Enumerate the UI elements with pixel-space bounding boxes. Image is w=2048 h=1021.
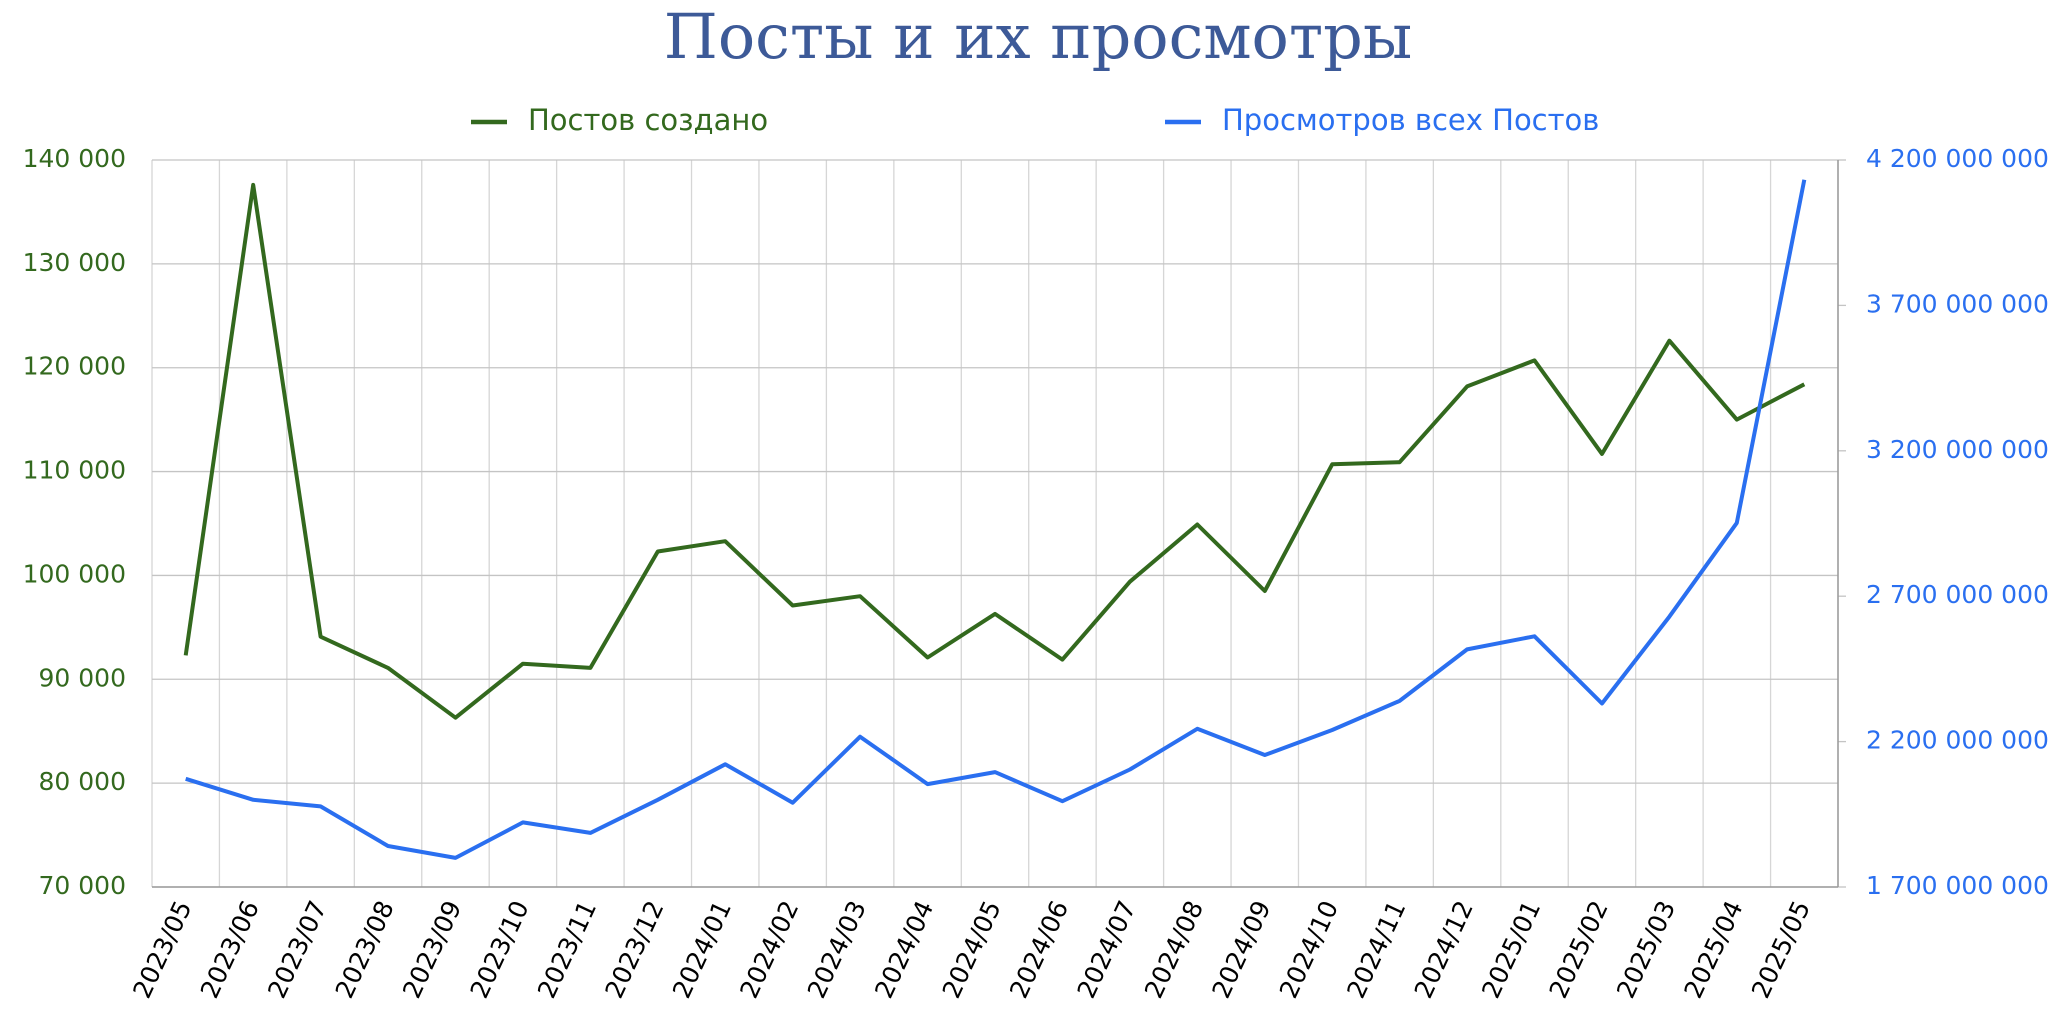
y-tick-label: 120 000 xyxy=(23,352,126,381)
x-tick-label: 2025/05 xyxy=(1746,896,1816,1002)
x-tick-label: 2024/10 xyxy=(1274,896,1344,1002)
y2-tick-label: 2 200 000 000 xyxy=(1866,726,2048,755)
y2-tick-label: 2 700 000 000 xyxy=(1866,580,2048,609)
y-tick-label: 70 000 xyxy=(39,871,126,900)
x-tick-label: 2025/04 xyxy=(1678,896,1748,1002)
x-tick-label: 2023/06 xyxy=(195,896,265,1002)
series-line xyxy=(185,179,1807,860)
y-tick-label: 90 000 xyxy=(39,663,126,692)
x-tick-label: 2025/03 xyxy=(1611,896,1681,1002)
y-tick-label: 110 000 xyxy=(23,456,126,485)
x-tick-label: 2025/02 xyxy=(1544,896,1614,1002)
y2-tick-label: 3 700 000 000 xyxy=(1866,289,2048,318)
x-tick-label: 2024/03 xyxy=(802,896,872,1002)
x-tick-label: 2023/11 xyxy=(532,896,602,1002)
y-tick-label: 130 000 xyxy=(23,248,126,277)
x-tick-label: 2023/09 xyxy=(397,896,467,1002)
x-tick-label: 2024/01 xyxy=(667,896,737,1002)
y2-tick-label: 1 700 000 000 xyxy=(1866,871,2048,900)
chart-title: Посты и их просмотры xyxy=(664,0,1412,73)
legend-label: Просмотров всех Постов xyxy=(1222,103,1599,137)
x-tick-label: 2023/07 xyxy=(262,896,332,1002)
x-tick-label: 2025/01 xyxy=(1476,896,1546,1002)
x-tick-label: 2023/08 xyxy=(330,896,400,1002)
x-tick-label: 2024/09 xyxy=(1206,896,1276,1002)
x-tick-label: 2024/07 xyxy=(1071,896,1141,1002)
y-tick-label: 100 000 xyxy=(23,559,126,588)
x-tick-label: 2024/11 xyxy=(1341,896,1411,1002)
x-tick-label: 2024/12 xyxy=(1409,896,1479,1002)
legend-label: Постов создано xyxy=(528,103,768,137)
y-tick-label: 80 000 xyxy=(39,767,126,796)
x-tick-label: 2023/10 xyxy=(465,896,535,1002)
x-tick-label: 2024/05 xyxy=(937,896,1007,1002)
x-tick-label: 2024/08 xyxy=(1139,896,1209,1002)
series-line xyxy=(183,182,1806,720)
y2-tick-label: 4 200 000 000 xyxy=(1866,144,2048,173)
x-tick-label: 2024/02 xyxy=(734,896,804,1002)
x-tick-label: 2024/04 xyxy=(869,896,939,1002)
x-tick-label: 2024/06 xyxy=(1004,896,1074,1002)
x-tick-label: 2023/05 xyxy=(127,896,197,1002)
x-tick-label: 2023/12 xyxy=(599,896,669,1002)
y-tick-label: 140 000 xyxy=(23,144,126,173)
y2-tick-label: 3 200 000 000 xyxy=(1866,435,2048,464)
